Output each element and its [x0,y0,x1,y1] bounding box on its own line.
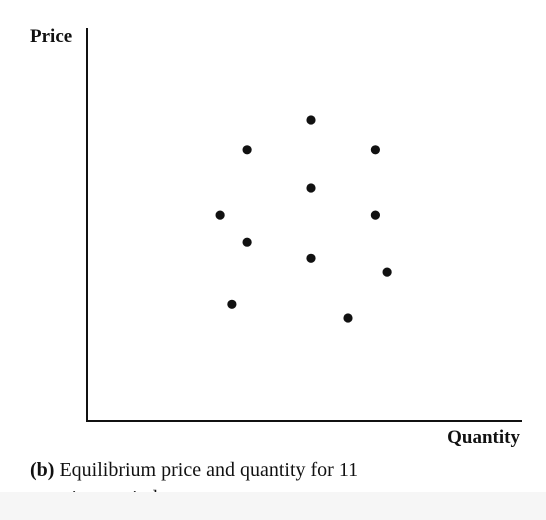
y-axis-title: Price [30,26,72,47]
page-bottom-band [0,492,546,520]
data-point-3 [370,145,380,155]
data-point-10 [227,299,237,309]
data-point-5 [215,210,225,220]
data-points [215,115,392,323]
caption-label: (b) [30,459,55,481]
data-point-1 [306,115,316,125]
data-point-9 [382,267,392,277]
data-point-4 [306,183,316,193]
data-point-8 [306,253,316,263]
data-point-2 [242,145,252,155]
data-point-6 [370,210,380,220]
caption-line-1: Equilibrium price and quantity for 11 [59,459,359,481]
x-axis-title: Quantity [447,427,520,448]
data-point-11 [343,313,353,323]
data-point-7 [242,237,252,247]
